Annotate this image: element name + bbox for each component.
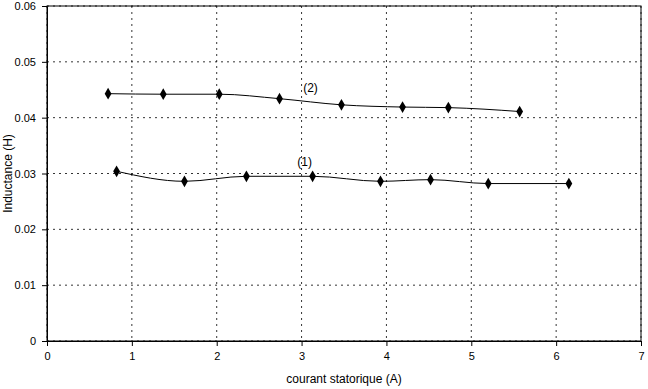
tick: 0.01	[15, 279, 47, 291]
marker	[105, 88, 112, 100]
grid-line-y	[47, 117, 641, 118]
tick: 0	[44, 341, 50, 362]
x-axis: 0 1 2 3 4 5 6 7	[44, 341, 644, 362]
marker	[181, 175, 188, 187]
axis-line	[47, 7, 48, 342]
tick-label: 0.01	[15, 279, 36, 291]
axis-line	[48, 341, 642, 342]
tick-label: 0.02	[15, 223, 36, 235]
tick: 6	[554, 341, 560, 362]
marker	[113, 165, 120, 177]
tick: 7	[638, 341, 644, 362]
y-axis: 0 0.01 0.02 0.03 0.04 0.05 0.06	[15, 0, 48, 347]
tick-mark	[42, 341, 47, 342]
tick-mark	[132, 341, 133, 346]
grid-line-x	[556, 6, 557, 341]
tick: 0.04	[15, 112, 47, 124]
tick-label: 2	[214, 350, 220, 362]
grid-line-y	[47, 229, 641, 230]
plot: 0 1 2 3 4 5 6 7 0 0.01 0.02 0.03 0.04 0.05 0.06 (1) (2)	[15, 0, 645, 362]
marker	[309, 170, 316, 182]
tick-mark	[42, 6, 47, 7]
tick-mark	[302, 341, 303, 346]
grid-line-x	[301, 6, 302, 341]
tick-mark	[42, 118, 47, 119]
plot-frame	[47, 6, 641, 341]
tick-label: 0.03	[15, 168, 36, 180]
marker	[160, 88, 167, 100]
series-label: (2)	[303, 81, 318, 95]
chart: 0 1 2 3 4 5 6 7 0 0.01 0.02 0.03 0.04 0.05 0.06 (1) (2) c…	[0, 0, 648, 389]
series-labels: (1) (2)	[297, 81, 318, 170]
series-label: (1)	[297, 155, 312, 169]
grid-line-x	[471, 6, 472, 341]
tick: 0.03	[15, 168, 47, 180]
tick-label: 4	[384, 350, 390, 362]
tick-label: 0.05	[15, 56, 36, 68]
marker	[445, 102, 452, 114]
tick-label: 5	[469, 350, 475, 362]
tick-label: 0	[44, 350, 50, 362]
tick-label: 0.04	[15, 112, 36, 124]
tick-mark	[42, 285, 47, 286]
marker	[338, 99, 345, 111]
grid-line-y	[47, 173, 641, 174]
x-axis-title: courant statorique (A)	[286, 372, 401, 386]
tick-label: 3	[299, 350, 305, 362]
tick: 1	[129, 341, 135, 362]
tick-label: 7	[638, 350, 644, 362]
grid-line-y	[47, 285, 641, 286]
tick-label: 6	[554, 350, 560, 362]
tick: 0.06	[15, 0, 47, 12]
marker	[399, 101, 406, 113]
grid-line-y	[47, 61, 641, 62]
marker	[427, 174, 434, 186]
grid	[47, 6, 641, 341]
y-axis-title: Inductance (H)	[1, 134, 15, 213]
tick-mark	[217, 341, 218, 346]
tick-label: 0.06	[15, 0, 36, 12]
tick: 3	[299, 341, 305, 362]
marker	[485, 178, 492, 190]
marker	[243, 170, 250, 182]
series-line	[108, 94, 520, 112]
marker	[516, 106, 523, 118]
marker	[377, 175, 384, 187]
tick-mark	[556, 341, 557, 346]
marker	[276, 93, 283, 105]
marker	[565, 178, 572, 190]
tick: 0.02	[15, 223, 47, 235]
tick-mark	[42, 229, 47, 230]
tick-mark	[471, 341, 472, 346]
tick-label: 0	[30, 335, 36, 347]
tick: 0	[30, 335, 47, 347]
tick-mark	[386, 341, 387, 346]
tick-label: 1	[129, 350, 135, 362]
tick-mark	[47, 341, 48, 346]
tick-mark	[641, 341, 642, 346]
tick: 5	[469, 341, 475, 362]
marker	[216, 88, 223, 100]
tick: 0.05	[15, 56, 47, 68]
tick: 2	[214, 341, 220, 362]
tick-mark	[42, 174, 47, 175]
tick: 4	[384, 341, 390, 362]
tick-mark	[42, 62, 47, 63]
marks	[105, 88, 573, 190]
grid-line-x	[386, 6, 387, 341]
